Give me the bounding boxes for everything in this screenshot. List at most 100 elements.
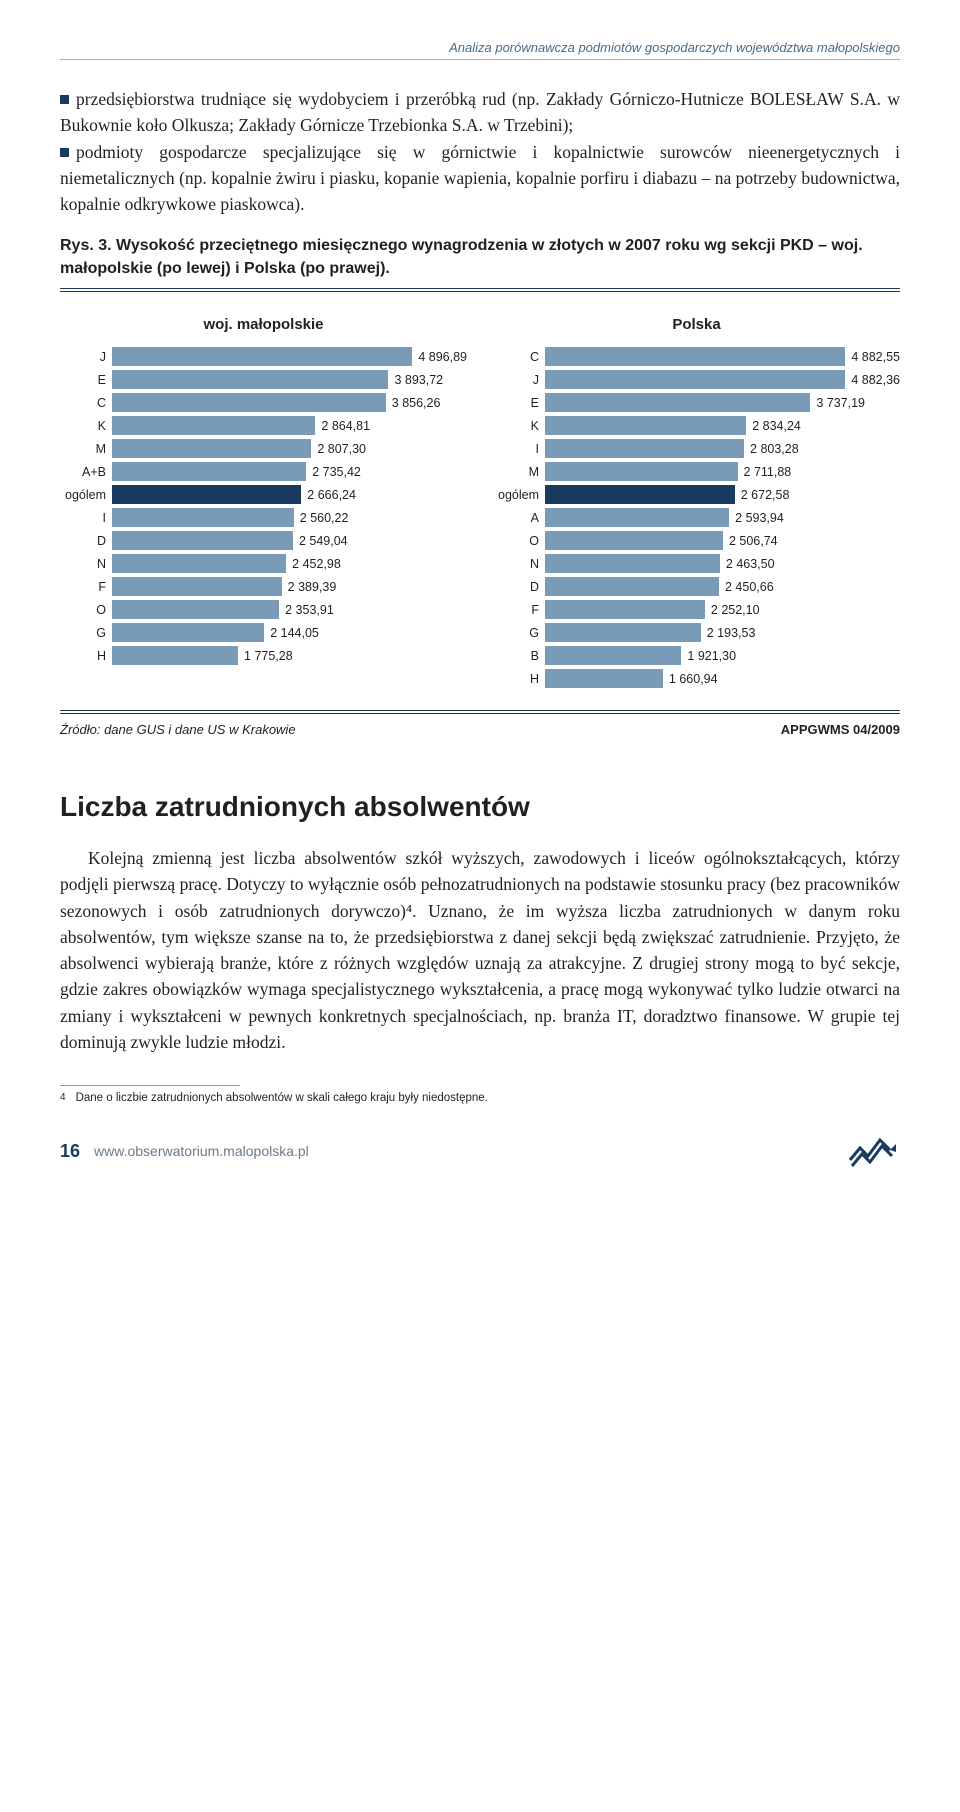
bar-label: F [60, 580, 112, 594]
bar-track: 2 252,10 [545, 600, 900, 619]
bar-row: ogólem2 672,58 [493, 485, 900, 504]
bar-fill [112, 508, 294, 527]
bar-row: I2 560,22 [60, 508, 467, 527]
footnote-rule [60, 1085, 240, 1086]
bar-label: D [60, 534, 112, 548]
bar-track: 2 389,39 [112, 577, 467, 596]
bar-value: 1 660,94 [663, 672, 718, 686]
bar-row: H1 660,94 [493, 669, 900, 688]
bar-track: 2 834,24 [545, 416, 900, 435]
bar-label: D [493, 580, 545, 594]
bar-track: 2 450,66 [545, 577, 900, 596]
bar-label: M [493, 465, 545, 479]
bar-value: 2 593,94 [729, 511, 784, 525]
bar-row: N2 452,98 [60, 554, 467, 573]
bar-value: 2 252,10 [705, 603, 760, 617]
bar-fill [545, 646, 681, 665]
bar-label: C [60, 396, 112, 410]
bar-value: 2 193,53 [701, 626, 756, 640]
bar-value: 2 807,30 [311, 442, 366, 456]
bar-row: F 2 252,10 [493, 600, 900, 619]
bar-label: A [493, 511, 545, 525]
bar-track: 2 711,88 [545, 462, 900, 481]
bar-row: J4 882,36 [493, 370, 900, 389]
bar-value: 2 735,42 [306, 465, 361, 479]
bar-track: 3 737,19 [545, 393, 900, 412]
body-paragraph-2: Kolejną zmienną jest liczba absolwentów … [60, 845, 900, 1055]
chart-left: woj. małopolskie J4 896,89E3 893,72C3 85… [60, 316, 467, 692]
bar-value: 2 834,24 [746, 419, 801, 433]
bar-value: 3 737,19 [810, 396, 865, 410]
bar-value: 2 450,66 [719, 580, 774, 594]
bar-value: 3 893,72 [388, 373, 443, 387]
square-bullet-icon [60, 95, 69, 104]
bullet-paragraph-1: przedsiębiorstwa trudniące się wydobycie… [60, 86, 900, 217]
bar-fill [545, 370, 845, 389]
bar-label: C [493, 350, 545, 364]
bar-row: M 2 807,30 [60, 439, 467, 458]
bar-fill [112, 347, 412, 366]
bar-track: 2 560,22 [112, 508, 467, 527]
bar-label: J [493, 373, 545, 387]
bar-track: 2 353,91 [112, 600, 467, 619]
bar-label: G [493, 626, 545, 640]
bar-track: 4 882,55 [545, 347, 900, 366]
bar-value: 2 463,50 [720, 557, 775, 571]
bar-value: 3 856,26 [386, 396, 441, 410]
source-code: APPGWMS 04/2009 [781, 722, 900, 737]
bar-track: 2 463,50 [545, 554, 900, 573]
bar-row: E 3 737,19 [493, 393, 900, 412]
bar-fill [545, 531, 723, 550]
bar-track: 2 144,05 [112, 623, 467, 642]
bar-row: C 4 882,55 [493, 347, 900, 366]
bar-label: O [60, 603, 112, 617]
bar-row: ogólem2 666,24 [60, 485, 467, 504]
bar-track: 1 660,94 [545, 669, 900, 688]
bar-row: H1 775,28 [60, 646, 467, 665]
footnote: 4 Dane o liczbie zatrudnionych absolwent… [60, 1092, 900, 1104]
para1a-text: przedsiębiorstwa trudniące się wydobycie… [60, 89, 900, 135]
bar-fill [112, 531, 293, 550]
bar-fill [545, 508, 729, 527]
bar-fill [112, 416, 315, 435]
bar-fill [112, 577, 282, 596]
bar-label: E [493, 396, 545, 410]
bar-track: 4 896,89 [112, 347, 467, 366]
bar-label: F [493, 603, 545, 617]
bar-value: 2 353,91 [279, 603, 334, 617]
bar-value: 4 896,89 [412, 350, 467, 364]
running-head: Analiza porównawcza podmiotów gospodarcz… [60, 40, 900, 60]
bar-label: H [60, 649, 112, 663]
bar-fill [112, 370, 388, 389]
bar-label: M [60, 442, 112, 456]
bar-fill [112, 485, 301, 504]
page-number: 16 [60, 1141, 80, 1162]
page-footer: 16 www.obserwatorium.malopolska.pl [60, 1130, 900, 1172]
logo-icon [846, 1130, 900, 1172]
bar-fill [545, 554, 720, 573]
bar-row: G 2 193,53 [493, 623, 900, 642]
bar-label: ogólem [493, 488, 545, 502]
bar-value: 4 882,55 [845, 350, 900, 364]
bar-row: I2 803,28 [493, 439, 900, 458]
bar-row: M2 711,88 [493, 462, 900, 481]
bar-label: ogólem [60, 488, 112, 502]
bar-value: 2 389,39 [282, 580, 337, 594]
bar-label: G [60, 626, 112, 640]
bar-value: 2 864,81 [315, 419, 370, 433]
bar-track: 2 803,28 [545, 439, 900, 458]
bar-row: K2 834,24 [493, 416, 900, 435]
bar-label: B [493, 649, 545, 663]
bar-track: 3 893,72 [112, 370, 467, 389]
bar-value: 2 452,98 [286, 557, 341, 571]
footer-left: 16 www.obserwatorium.malopolska.pl [60, 1141, 309, 1162]
bar-track: 2 807,30 [112, 439, 467, 458]
bar-row: B 1 921,30 [493, 646, 900, 665]
bar-track: 2 593,94 [545, 508, 900, 527]
bar-fill [545, 393, 810, 412]
bar-track: 2 735,42 [112, 462, 467, 481]
bar-value: 1 921,30 [681, 649, 736, 663]
bar-value: 2 549,04 [293, 534, 348, 548]
bar-track: 2 672,58 [545, 485, 900, 504]
bar-fill [112, 623, 264, 642]
